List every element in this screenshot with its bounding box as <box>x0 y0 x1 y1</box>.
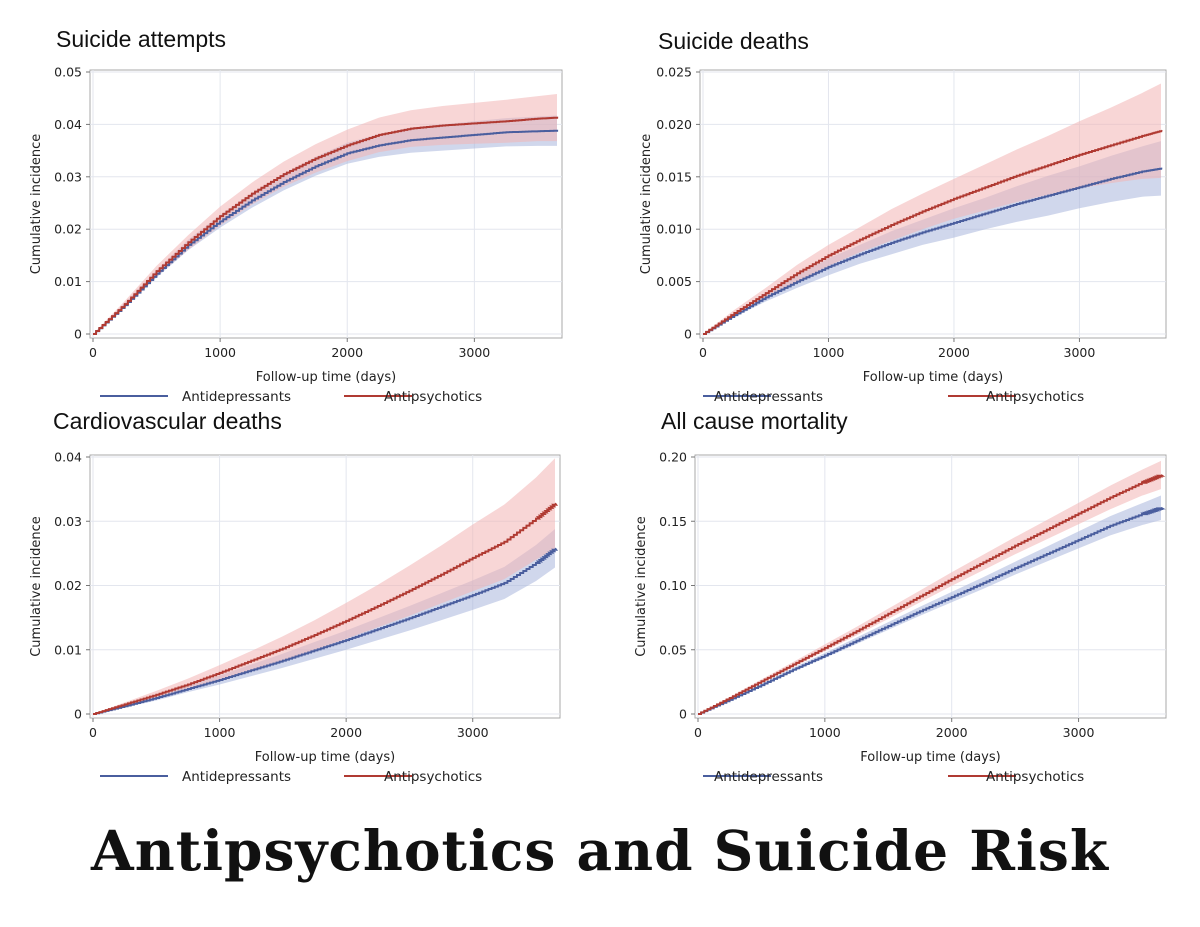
ci-band-antipsychotics <box>93 94 557 335</box>
series-line-antidepressants <box>93 547 559 715</box>
y-tick-label: 0.20 <box>659 450 687 465</box>
legend-label-antidepressants: Antidepressants <box>182 389 291 405</box>
y-tick-label: 0 <box>679 707 687 722</box>
x-tick-label: 1000 <box>813 345 845 360</box>
x-axis-label: Follow-up time (days) <box>863 370 1003 385</box>
y-tick-label: 0.01 <box>54 274 82 289</box>
ci-band-antipsychotics <box>698 460 1161 714</box>
chart-title-suicide-attempts: Suicide attempts <box>56 26 227 52</box>
series-line-antipsychotics <box>93 116 559 335</box>
y-tick-label: 0.02 <box>54 222 82 237</box>
legend-label-antipsychotics: Antipsychotics <box>384 389 482 405</box>
y-tick-label: 0.005 <box>656 274 692 289</box>
y-tick-label: 0.01 <box>54 642 82 657</box>
y-tick-label: 0 <box>684 327 692 342</box>
y-tick-label: 0.05 <box>54 65 82 80</box>
ci-band-antipsychotics <box>93 458 555 714</box>
x-tick-label: 0 <box>89 345 97 360</box>
x-tick-label: 2000 <box>938 345 970 360</box>
chart-title-all-cause-mortality: All cause mortality <box>661 408 848 434</box>
y-axis-label: Cumulative incidence <box>634 516 649 657</box>
ci-band-antidepressants <box>698 495 1161 714</box>
y-tick-label: 0.015 <box>656 169 692 184</box>
x-tick-label: 3000 <box>1064 345 1096 360</box>
y-tick-label: 0 <box>74 327 82 342</box>
y-tick-label: 0.025 <box>656 65 692 80</box>
y-axis-label: Cumulative incidence <box>29 516 44 657</box>
x-tick-label: 1000 <box>809 725 841 740</box>
legend-label-antipsychotics: Antipsychotics <box>986 389 1084 405</box>
chart-title-suicide-deaths: Suicide deaths <box>658 28 809 54</box>
legend-label-antidepressants: Antidepressants <box>182 769 291 785</box>
y-tick-label: 0.03 <box>54 169 82 184</box>
x-axis-label: Follow-up time (days) <box>860 750 1000 765</box>
y-axis-label: Cumulative incidence <box>639 134 654 275</box>
y-tick-label: 0.03 <box>54 514 82 529</box>
series-line-antipsychotics <box>703 129 1163 335</box>
y-tick-label: 0.05 <box>659 642 687 657</box>
x-axis-label: Follow-up time (days) <box>256 370 396 385</box>
chart-suicide-deaths: 0 1000 2000 3000 0 0.005 0.010 0.015 0.020 0.025 F… <box>639 65 1167 405</box>
chart-all-cause-mortality: 0 1000 2000 3000 0 0.05 0.10 0.15 0.20 Follow-up … <box>634 450 1167 785</box>
y-tick-label: 0.10 <box>659 578 687 593</box>
legend-label-antipsychotics: Antipsychotics <box>384 769 482 785</box>
y-tick-label: 0.04 <box>54 117 82 132</box>
x-tick-label: 3000 <box>1063 725 1095 740</box>
legend-label-antidepressants: Antidepressants <box>714 769 823 785</box>
x-tick-label: 2000 <box>331 345 363 360</box>
y-tick-label: 0.020 <box>656 117 692 132</box>
y-tick-label: 0.010 <box>656 222 692 237</box>
y-tick-label: 0 <box>74 707 82 722</box>
chart-suicide-attempts: 0 1000 2000 3000 0 0.01 0.02 0.03 0.04 0.05 Follow… <box>29 65 563 405</box>
x-tick-label: 1000 <box>204 345 236 360</box>
banner-title: Antipsychotics and Suicide Risk <box>91 818 1109 883</box>
series-line-antipsychotics <box>698 474 1166 715</box>
x-tick-label: 1000 <box>204 725 236 740</box>
y-tick-label: 0.04 <box>54 450 82 465</box>
series-line-antidepressants <box>703 167 1163 335</box>
chart-title-cardiovascular-deaths: Cardiovascular deaths <box>53 408 282 434</box>
x-tick-label: 2000 <box>936 725 968 740</box>
x-axis-label: Follow-up time (days) <box>255 750 395 765</box>
x-tick-label: 2000 <box>330 725 362 740</box>
legend-label-antidepressants: Antidepressants <box>714 389 823 405</box>
series-line-antidepressants <box>698 506 1166 715</box>
y-tick-label: 0.15 <box>659 514 687 529</box>
legend-label-antipsychotics: Antipsychotics <box>986 769 1084 785</box>
x-tick-label: 0 <box>694 725 702 740</box>
y-axis-label: Cumulative incidence <box>29 134 44 275</box>
x-tick-label: 0 <box>89 725 97 740</box>
series-line-antipsychotics <box>93 502 559 715</box>
chart-cardiovascular-deaths: 0 1000 2000 3000 0 0.01 0.02 0.03 0.04 Follow-up … <box>29 450 561 785</box>
y-tick-label: 0.02 <box>54 578 82 593</box>
x-tick-label: 0 <box>699 345 707 360</box>
x-tick-label: 3000 <box>458 345 490 360</box>
x-tick-label: 3000 <box>457 725 489 740</box>
